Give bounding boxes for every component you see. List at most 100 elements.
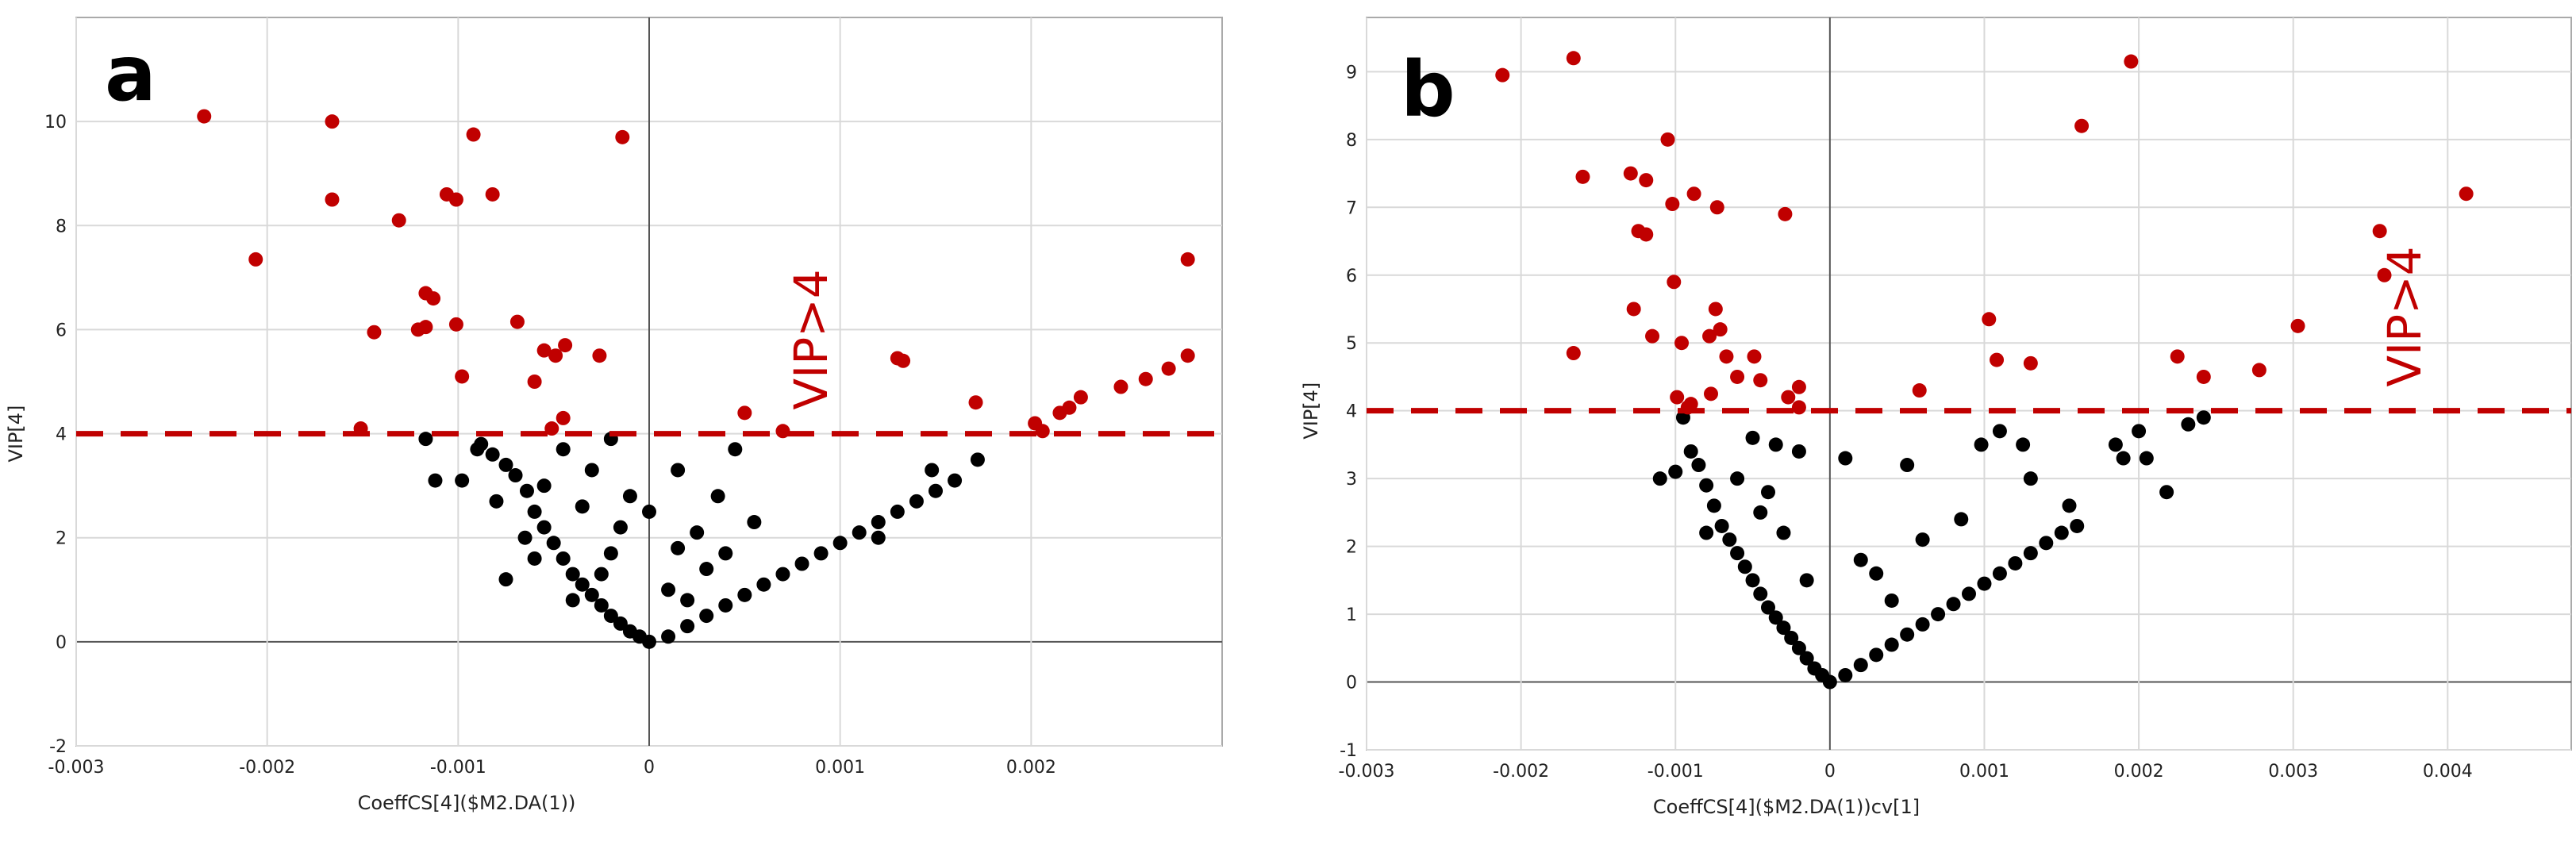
y-tick-label: 6: [1346, 267, 1357, 286]
point-above-threshold: [1703, 386, 1718, 401]
point-below-threshold: [584, 587, 599, 602]
point-below-threshold: [642, 634, 656, 649]
point-below-threshold: [690, 525, 705, 540]
point-below-threshold: [2054, 525, 2069, 540]
point-below-threshold: [1753, 505, 1768, 520]
point-below-threshold: [428, 473, 443, 488]
y-tick-label: 8: [56, 217, 67, 236]
point-below-threshold: [517, 530, 533, 545]
point-below-threshold: [1652, 471, 1667, 486]
point-below-threshold: [718, 597, 733, 613]
y-tick-label: 0: [1346, 674, 1357, 693]
point-below-threshold: [1992, 566, 2007, 581]
point-below-threshold: [1799, 651, 1814, 666]
point-above-threshold: [1626, 302, 1641, 317]
point-below-threshold: [1699, 478, 1714, 493]
point-above-threshold: [325, 114, 340, 129]
point-below-threshold: [613, 520, 628, 535]
point-below-threshold: [527, 504, 542, 519]
point-above-threshold: [2074, 118, 2090, 133]
point-below-threshold: [1799, 573, 1814, 588]
point-above-threshold: [1753, 373, 1768, 388]
point-above-threshold: [2251, 363, 2266, 378]
point-below-threshold: [2159, 485, 2174, 500]
point-above-threshold: [1575, 169, 1590, 184]
point-below-threshold: [603, 609, 618, 624]
point-above-threshold: [1702, 328, 1717, 344]
point-below-threshold: [929, 483, 943, 498]
point-below-threshold: [594, 567, 609, 582]
point-below-threshold: [1974, 437, 1989, 452]
y-tick-label: 0: [56, 633, 67, 653]
x-axis-label: CoeffCS[4]($M2.DA(1))cv[1]: [1653, 796, 1920, 818]
point-below-threshold: [1722, 532, 1737, 547]
point-below-threshold: [1946, 597, 1961, 612]
point-below-threshold: [737, 587, 752, 602]
point-below-threshold: [2062, 498, 2077, 513]
point-above-threshold: [325, 192, 340, 207]
point-above-threshold: [1180, 252, 1195, 267]
point-below-threshold: [1745, 430, 1760, 445]
point-below-threshold: [1838, 451, 1853, 466]
x-tick-label: -0.002: [239, 758, 295, 778]
point-above-threshold: [592, 348, 607, 363]
point-below-threshold: [575, 499, 590, 514]
point-below-threshold: [1683, 444, 1698, 459]
point-below-threshold: [1884, 593, 1899, 608]
point-below-threshold: [1776, 525, 1791, 540]
point-above-threshold: [1665, 197, 1680, 212]
point-below-threshold: [1768, 610, 1783, 625]
point-above-threshold: [509, 314, 525, 329]
point-below-threshold: [909, 494, 924, 509]
point-below-threshold: [1714, 518, 1729, 533]
point-below-threshold: [1691, 458, 1706, 473]
point-above-threshold: [466, 127, 481, 142]
x-tick-label: -0.003: [1339, 762, 1395, 782]
point-above-threshold: [1982, 312, 1997, 327]
point-below-threshold: [2196, 410, 2211, 425]
point-above-threshold: [1180, 348, 1195, 363]
point-above-threshold: [1566, 346, 1581, 361]
point-above-threshold: [1781, 390, 1796, 405]
point-below-threshold: [2132, 424, 2147, 439]
point-above-threshold: [455, 369, 470, 384]
point-above-threshold: [1495, 67, 1510, 83]
point-below-threshold: [489, 494, 504, 509]
point-above-threshold: [2290, 318, 2305, 333]
point-below-threshold: [671, 540, 686, 555]
point-below-threshold: [699, 562, 714, 577]
y-tick-label: 8: [1346, 131, 1357, 151]
point-below-threshold: [536, 520, 552, 535]
y-tick-label: 7: [1346, 198, 1357, 218]
point-above-threshold: [1073, 390, 1088, 405]
x-tick-label: -0.001: [430, 758, 486, 778]
point-below-threshold: [556, 442, 571, 457]
point-below-threshold: [2070, 518, 2085, 533]
point-below-threshold: [852, 525, 867, 540]
point-below-threshold: [498, 572, 513, 587]
point-above-threshold: [1035, 424, 1050, 439]
x-tick-label: 0.003: [2268, 762, 2318, 782]
point-above-threshold: [1667, 275, 1682, 290]
y-tick-label: -1: [1340, 741, 1357, 761]
point-above-threshold: [1778, 206, 1793, 221]
point-above-threshold: [548, 348, 563, 363]
point-below-threshold: [832, 536, 848, 551]
point-above-threshold: [544, 421, 559, 436]
point-above-threshold: [1639, 227, 1654, 242]
point-above-threshold: [1730, 369, 1745, 384]
point-below-threshold: [1753, 586, 1768, 601]
point-below-threshold: [584, 463, 599, 478]
point-below-threshold: [1791, 444, 1806, 459]
point-above-threshold: [2023, 355, 2038, 371]
point-below-threshold: [1853, 658, 1868, 673]
point-above-threshold: [1747, 349, 1762, 364]
x-tick-label: -0.003: [48, 758, 105, 778]
y-tick-label: 5: [1346, 334, 1357, 354]
point-above-threshold: [1709, 200, 1724, 215]
point-below-threshold: [1784, 630, 1799, 645]
point-below-threshold: [728, 442, 743, 457]
point-below-threshold: [2016, 437, 2031, 452]
point-below-threshold: [756, 577, 771, 592]
point-below-threshold: [671, 463, 686, 478]
